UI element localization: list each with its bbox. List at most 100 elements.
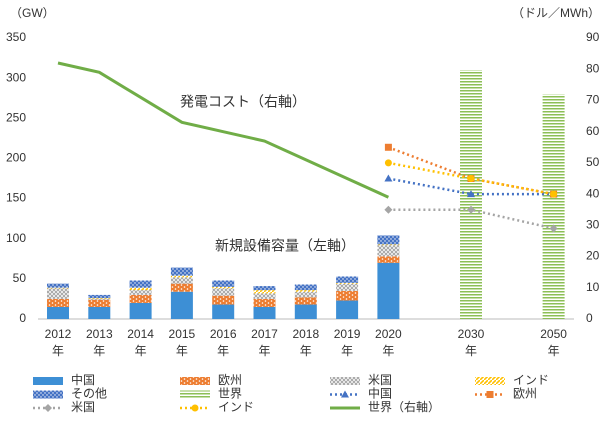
bar bbox=[253, 286, 276, 291]
x-tick-label: 2030年 bbox=[457, 327, 485, 358]
bar bbox=[88, 298, 111, 299]
bar bbox=[47, 287, 69, 289]
point bbox=[384, 143, 392, 151]
legend-marker bbox=[191, 404, 199, 412]
legend-label: 世界 bbox=[218, 387, 242, 401]
legend-swatch bbox=[180, 377, 210, 385]
legend-label: その他 bbox=[71, 387, 107, 401]
line bbox=[57, 61, 390, 199]
bar bbox=[47, 306, 69, 319]
bar bbox=[294, 291, 317, 298]
x-tick-label: 2016年 bbox=[209, 327, 237, 358]
y-axis-label: （GW） bbox=[10, 6, 55, 20]
y2-tick-label: 80 bbox=[586, 61, 600, 75]
legend-swatch bbox=[33, 390, 63, 399]
bar bbox=[336, 282, 359, 284]
legend-label: 中国 bbox=[368, 386, 392, 401]
point bbox=[549, 224, 558, 233]
x-tick-label: 2015年 bbox=[168, 327, 196, 358]
legend-label: 欧州 bbox=[513, 387, 537, 401]
point bbox=[467, 190, 475, 198]
annotation: 発電コスト（右軸） bbox=[180, 94, 306, 110]
bar bbox=[336, 290, 359, 301]
bar bbox=[170, 275, 193, 278]
bar bbox=[129, 280, 152, 288]
bar bbox=[377, 262, 400, 319]
bar bbox=[88, 299, 111, 307]
x-tick-label: 2014年 bbox=[127, 327, 154, 358]
bar bbox=[170, 291, 193, 319]
bar bbox=[294, 304, 317, 319]
bar bbox=[129, 302, 152, 319]
legend-marker bbox=[486, 391, 494, 398]
y-tick-label: 150 bbox=[6, 191, 26, 205]
bar bbox=[294, 290, 317, 292]
bar bbox=[88, 298, 111, 300]
bar bbox=[212, 304, 235, 319]
bar bbox=[336, 300, 359, 319]
bar bbox=[336, 283, 359, 291]
y-tick-label: 300 bbox=[6, 70, 26, 84]
x-tick-label: 2017年 bbox=[251, 327, 278, 358]
bar bbox=[212, 280, 235, 287]
y2-axis-label: （ドル／MWh） bbox=[512, 6, 600, 20]
point bbox=[384, 174, 393, 182]
legend-marker bbox=[44, 404, 52, 412]
y2-tick-label: 70 bbox=[586, 93, 600, 107]
y2-tick-label: 40 bbox=[586, 186, 600, 200]
bar bbox=[294, 297, 317, 305]
legend-label: インド bbox=[513, 373, 549, 387]
bar bbox=[170, 267, 193, 276]
y2-tick-label: 0 bbox=[586, 311, 593, 325]
y-tick-label: 100 bbox=[6, 231, 26, 245]
legend-label: 米国 bbox=[368, 373, 392, 387]
y-tick-label: 250 bbox=[6, 110, 26, 124]
point bbox=[467, 205, 475, 214]
x-tick-label: 2050年 bbox=[540, 327, 567, 358]
y2-tick-label: 30 bbox=[586, 218, 600, 232]
bar bbox=[212, 295, 235, 305]
x-tick-label: 2012年 bbox=[44, 327, 72, 358]
point bbox=[384, 159, 392, 167]
bar bbox=[294, 284, 317, 291]
y-tick-label: 50 bbox=[13, 271, 27, 285]
legend-swatch bbox=[33, 377, 63, 385]
legend-label: 中国 bbox=[71, 372, 95, 387]
bar bbox=[170, 283, 193, 292]
legend-swatch bbox=[475, 377, 505, 385]
bar bbox=[47, 288, 69, 299]
legend-label: インド bbox=[218, 400, 254, 414]
y2-tick-label: 10 bbox=[586, 280, 600, 294]
x-tick-label: 2018年 bbox=[292, 327, 320, 358]
legend-label: 世界（右軸） bbox=[368, 399, 440, 414]
legend-label: 欧州 bbox=[218, 373, 242, 387]
bar bbox=[212, 288, 235, 296]
bar bbox=[542, 94, 565, 319]
annotation: 新規設備容量（左軸） bbox=[215, 238, 355, 254]
y-tick-label: 350 bbox=[6, 30, 26, 44]
bar bbox=[129, 290, 152, 295]
x-tick-label: 2013年 bbox=[85, 327, 113, 358]
bar bbox=[253, 306, 276, 319]
bar bbox=[377, 235, 400, 245]
bar bbox=[129, 287, 152, 291]
point bbox=[384, 205, 393, 214]
x-tick-label: 2020年 bbox=[375, 327, 402, 358]
bar bbox=[129, 294, 152, 303]
bar bbox=[212, 286, 235, 289]
y2-tick-label: 50 bbox=[586, 155, 600, 169]
bar bbox=[377, 245, 400, 257]
legend-marker bbox=[341, 390, 349, 398]
bar bbox=[253, 290, 276, 294]
bar bbox=[377, 256, 400, 263]
y2-tick-label: 90 bbox=[586, 30, 600, 44]
bar bbox=[47, 283, 69, 288]
bar bbox=[88, 306, 111, 319]
y2-tick-label: 20 bbox=[586, 249, 600, 263]
x-tick-label: 2019年 bbox=[333, 327, 361, 358]
line bbox=[388, 161, 554, 196]
legend-swatch bbox=[180, 390, 210, 399]
bar bbox=[377, 244, 400, 246]
